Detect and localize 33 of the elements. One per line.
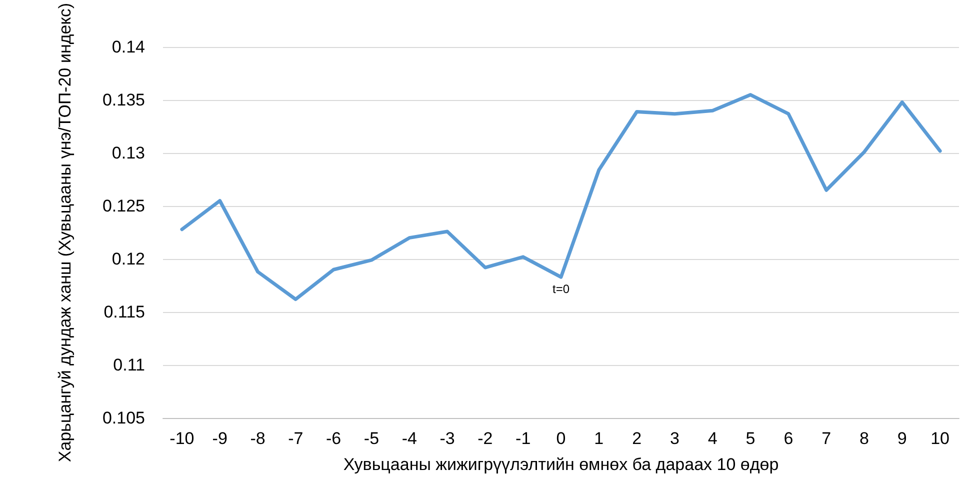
- line-series: [180, 93, 942, 302]
- x-tick-label: -6: [326, 429, 342, 448]
- x-tick-label: 8: [860, 429, 869, 448]
- x-tick-label: -8: [250, 429, 266, 448]
- x-tick-label: -9: [212, 429, 228, 448]
- x-tick-label: 9: [897, 429, 907, 448]
- x-tick-label: 4: [708, 429, 718, 448]
- x-tick-label: 10: [930, 429, 950, 448]
- x-tick-label: -5: [364, 429, 380, 448]
- y-tick-label: 0.115: [104, 302, 145, 322]
- x-tick-label: -7: [288, 429, 304, 448]
- x-axis-title: Хувьцааны жижигрүүлэлтийн өмнөх ба дараах 10 өдөр: [343, 455, 779, 474]
- x-tick-label: -1: [516, 429, 531, 448]
- y-tick-label: 0.125: [102, 196, 145, 216]
- x-tick-label: -4: [402, 429, 417, 448]
- annotation: t=0: [552, 282, 570, 296]
- y-tick-label: 0.11: [113, 356, 145, 375]
- x-tick-label: 7: [822, 429, 832, 448]
- x-tick-label: 3: [670, 429, 680, 448]
- x-tick-label: -3: [440, 429, 455, 448]
- x-tick-label: 6: [784, 429, 794, 448]
- x-tick-label: -10: [170, 429, 194, 448]
- x-tick-label: 1: [594, 429, 604, 448]
- y-axis-title: Харьцангуй дундаж ханш (Хувьцааны үнэ/ТОП-20 индекс): [56, 3, 74, 462]
- y-tick-label: 0.13: [112, 144, 145, 163]
- y-tick-label: 0.14: [112, 38, 145, 57]
- y-tick-label: 0.105: [102, 408, 145, 428]
- y-tick-label: 0.12: [112, 250, 145, 269]
- y-tick-label: 0.135: [102, 90, 145, 110]
- x-tick-label: 0: [556, 429, 566, 448]
- x-tick-label: -2: [478, 429, 493, 448]
- x-tick-label: 5: [746, 429, 756, 448]
- x-tick-label: 2: [632, 429, 642, 448]
